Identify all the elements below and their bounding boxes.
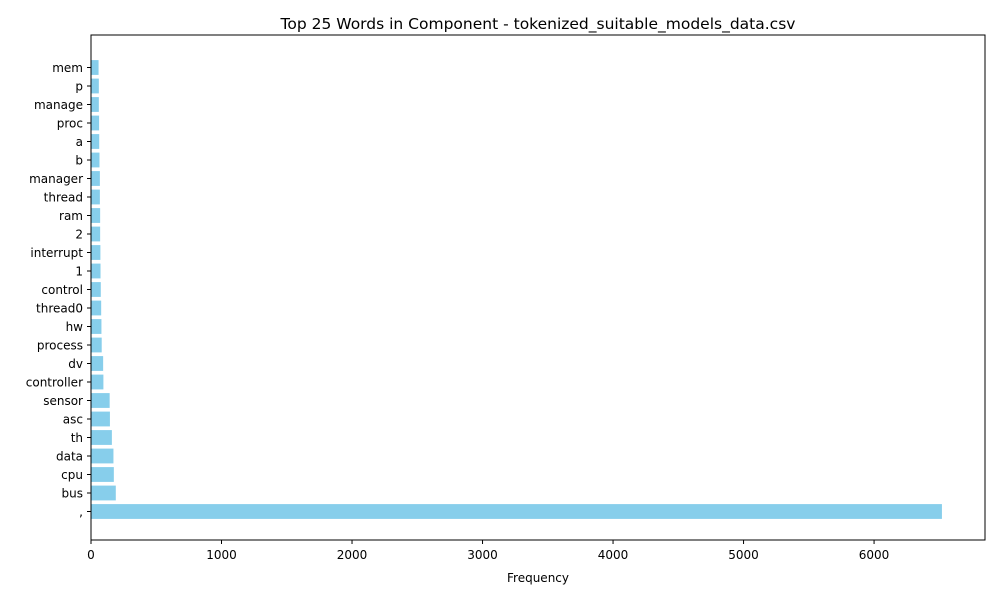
bar bbox=[91, 189, 100, 205]
x-tick-label: 6000 bbox=[859, 548, 890, 562]
y-tick-label: dv bbox=[68, 357, 83, 371]
bar bbox=[91, 356, 104, 371]
y-tick-label: mem bbox=[52, 61, 83, 75]
y-tick-label: ram bbox=[59, 209, 83, 223]
bar bbox=[91, 152, 100, 168]
y-tick-label: thread bbox=[44, 191, 83, 205]
y-tick-label: 2 bbox=[75, 228, 83, 242]
bar bbox=[91, 467, 114, 482]
bar bbox=[91, 430, 112, 445]
y-tick-label: 1 bbox=[75, 265, 83, 279]
x-axis-ticks: 0 1000 2000 3000 4000 5000 6000 bbox=[87, 540, 889, 562]
y-tick-label: asc bbox=[63, 413, 83, 427]
bar bbox=[91, 374, 104, 390]
bar bbox=[91, 485, 116, 501]
x-tick-label: 4000 bbox=[598, 548, 629, 562]
bar bbox=[91, 393, 110, 408]
x-tick-label: 1000 bbox=[206, 548, 237, 562]
bar bbox=[91, 226, 101, 242]
y-tick-label: a bbox=[76, 135, 83, 149]
y-tick-label: manager bbox=[29, 172, 83, 186]
y-tick-label: interrupt bbox=[30, 246, 83, 260]
bar bbox=[91, 411, 110, 427]
bar bbox=[91, 60, 99, 75]
y-tick-label: , bbox=[79, 505, 83, 519]
bar bbox=[91, 97, 99, 112]
y-tick-label: sensor bbox=[43, 394, 83, 408]
x-tick-label: 3000 bbox=[467, 548, 498, 562]
y-tick-label: hw bbox=[66, 320, 84, 334]
bar bbox=[91, 337, 102, 353]
bar bbox=[91, 263, 101, 279]
bar bbox=[91, 319, 102, 334]
x-axis-label: Frequency bbox=[507, 571, 569, 585]
bar bbox=[91, 134, 100, 149]
x-tick-label: 0 bbox=[87, 548, 95, 562]
y-axis-ticks: , bus cpu data th asc sensor controller dv proces… bbox=[26, 61, 91, 519]
y-tick-label: proc bbox=[57, 117, 83, 131]
y-tick-label: process bbox=[37, 339, 83, 353]
bar bbox=[91, 300, 102, 316]
bars-group bbox=[91, 60, 942, 519]
plot-frame bbox=[90, 34, 986, 541]
bar bbox=[91, 448, 114, 464]
bar bbox=[91, 115, 100, 131]
y-tick-label: thread0 bbox=[36, 302, 83, 316]
bar bbox=[91, 208, 101, 223]
bar bbox=[91, 78, 99, 94]
y-tick-label: cpu bbox=[61, 468, 83, 482]
y-tick-label: control bbox=[41, 283, 83, 297]
x-tick-label: 2000 bbox=[337, 548, 368, 562]
y-tick-label: th bbox=[71, 431, 83, 445]
y-tick-label: data bbox=[56, 450, 83, 464]
y-tick-label: controller bbox=[26, 376, 83, 390]
bar bbox=[91, 282, 101, 297]
bar bbox=[91, 504, 942, 519]
y-tick-label: manage bbox=[34, 98, 83, 112]
x-tick-label: 5000 bbox=[728, 548, 759, 562]
y-tick-label: bus bbox=[62, 487, 83, 501]
bar bbox=[91, 245, 101, 260]
y-tick-label: b bbox=[75, 154, 83, 168]
bar bbox=[91, 171, 100, 186]
y-tick-label: p bbox=[75, 80, 83, 94]
chart-title: Top 25 Words in Component - tokenized_su… bbox=[280, 15, 796, 34]
